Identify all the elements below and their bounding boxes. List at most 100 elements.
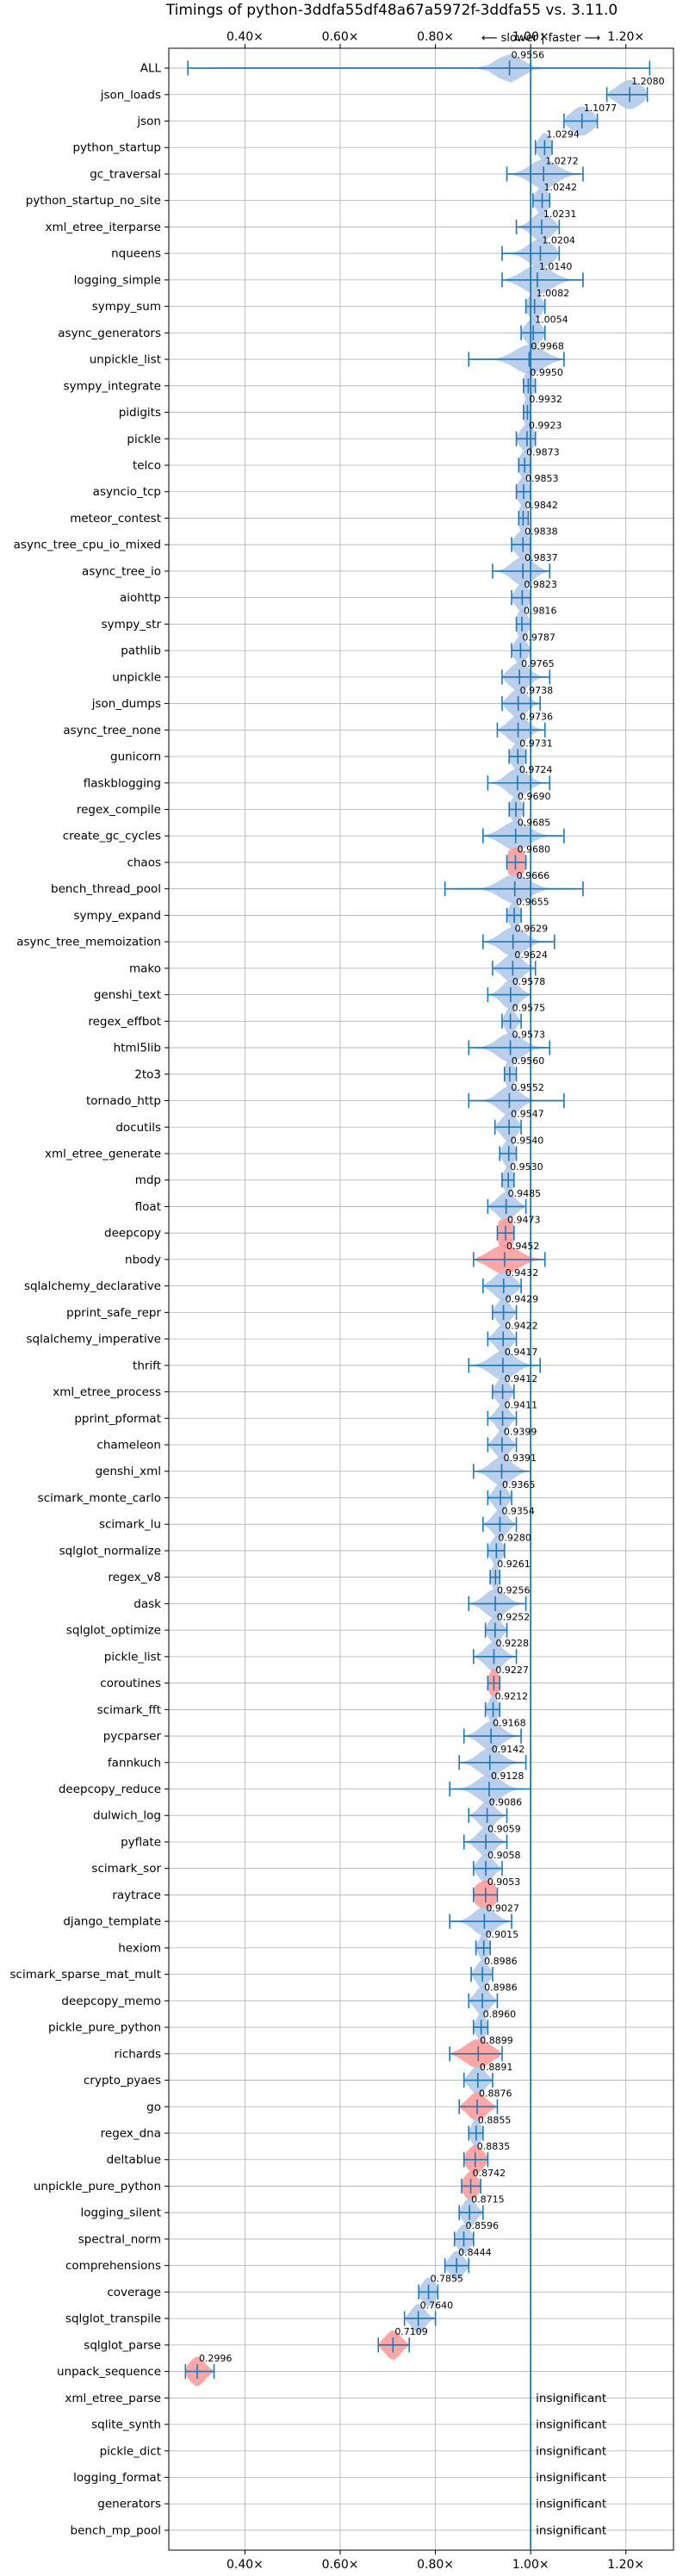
value-label: 0.9853: [525, 473, 559, 484]
value-label: 0.9552: [511, 1082, 544, 1093]
violin-chameleon: [487, 1430, 518, 1459]
value-label: 0.9736: [520, 712, 554, 723]
value-label: 0.7109: [394, 2326, 428, 2337]
value-label: 0.9354: [501, 1506, 535, 1517]
category-label: python_startup_no_site: [26, 194, 161, 208]
value-label: 0.9573: [512, 1029, 546, 1040]
category-label: pickle_pure_python: [48, 2021, 161, 2035]
violin-regex-dna: [468, 2119, 484, 2148]
category-label: sqlalchemy_imperative: [27, 1333, 162, 1347]
value-label: 1.0140: [539, 261, 573, 272]
value-label: 1.0294: [546, 129, 580, 140]
value-label: 0.8891: [480, 2062, 513, 2073]
value-label: 0.9391: [503, 1453, 537, 1464]
violin-logging-silent: [458, 2198, 484, 2228]
violin-sympy-expand: [506, 900, 522, 930]
category-label: ALL: [140, 62, 162, 76]
violin-json-dumps: [501, 688, 542, 719]
violin-sqlalchemy-declarative: [482, 1271, 522, 1301]
violin-regex-compile: [508, 794, 525, 824]
violin-spectral-norm: [453, 2224, 475, 2254]
category-label: pycparser: [103, 1730, 162, 1744]
value-label: 0.9950: [530, 367, 563, 378]
category-label: nqueens: [111, 247, 161, 261]
violin-deepcopy: [496, 1218, 515, 1248]
violin-sqlglot-optimize: [484, 1615, 508, 1646]
value-label: 0.9842: [525, 500, 558, 511]
violin-pickle-list: [473, 1641, 518, 1671]
value-label: 0.9252: [497, 1611, 531, 1622]
violin-scimark-sparse-mat-mult: [470, 1959, 493, 1989]
value-label: 0.8835: [477, 2141, 511, 2152]
value-label: 0.9059: [487, 1823, 521, 1834]
x-tick-label-bottom: 0.40×: [227, 2558, 264, 2572]
violin-mdp: [501, 1165, 515, 1195]
violin-xml-etree-iterparse: [515, 212, 561, 242]
value-label: 0.8715: [471, 2194, 505, 2206]
value-label: 0.9256: [497, 1585, 531, 1596]
value-label: 1.0231: [543, 208, 577, 220]
value-label: 0.9731: [519, 737, 553, 749]
category-label: xml_etree_iterparse: [46, 221, 162, 234]
value-label: 0.9787: [522, 632, 556, 643]
value-label: 1.0242: [544, 182, 578, 193]
violin-sqlglot-parse: [377, 2330, 410, 2360]
value-label: 1.0054: [535, 314, 568, 326]
violin-logging-simple: [501, 265, 584, 295]
violin-django-template: [449, 1907, 512, 1937]
x-tick-label-bottom: 0.60×: [322, 2558, 359, 2572]
violin-docutils: [493, 1112, 522, 1142]
x-tick-label-top: 0.80×: [417, 30, 454, 44]
violin-pickle-pure-python: [473, 2013, 489, 2042]
category-label: spectral_norm: [78, 2232, 161, 2246]
category-label: aiohttp: [120, 591, 161, 605]
x-tick-label-bottom: 0.80×: [417, 2558, 454, 2572]
category-label: pprint_safe_repr: [66, 1306, 161, 1320]
value-label: 0.8855: [478, 2114, 512, 2125]
violin-pprint-pformat: [487, 1403, 518, 1434]
category-label: pidigits: [119, 406, 161, 420]
violin-gc-traversal: [506, 159, 584, 189]
category-label: crypto_pyaes: [84, 2074, 161, 2088]
x-tick-label-top: 1.20×: [607, 30, 644, 44]
violin-gunicorn: [508, 742, 527, 771]
violin-unpack-sequence: [184, 2356, 215, 2386]
violin-coroutines: [487, 1668, 501, 1698]
category-label: go: [146, 2100, 161, 2114]
violin-nbody: [473, 1245, 546, 1274]
category-label: sympy_sum: [92, 300, 161, 314]
category-label: unpickle: [112, 670, 161, 684]
value-label: 0.9412: [505, 1373, 538, 1384]
violin-scimark-lu: [482, 1509, 518, 1540]
category-label: fannkuch: [108, 1756, 161, 1770]
value-label: 0.9873: [526, 446, 560, 457]
violin-thrift: [468, 1350, 542, 1380]
violin-create-gc-cycles: [482, 821, 565, 851]
value-label: 0.9432: [506, 1267, 539, 1279]
value-label: 1.0272: [545, 155, 579, 166]
x-tick-label-top: 1.00×: [512, 30, 549, 44]
category-label: scimark_fft: [97, 1703, 161, 1717]
category-label: pyflate: [121, 1835, 161, 1849]
violin-chaos: [506, 848, 527, 877]
grid-layer: [169, 48, 673, 2550]
category-label: deepcopy_memo: [61, 1994, 161, 2008]
category-label: django_template: [63, 1915, 161, 1929]
category-label: sympy_expand: [73, 909, 161, 923]
category-label: sqlglot_optimize: [66, 1624, 161, 1638]
category-label: hexiom: [118, 1941, 161, 1955]
category-label: deepcopy: [104, 1227, 161, 1241]
violin-meteor-contest: [518, 503, 530, 533]
category-label: pickle: [127, 432, 161, 446]
category-label: chameleon: [96, 1439, 161, 1453]
category-label: flaskblogging: [84, 776, 161, 790]
category-label: python_startup: [72, 141, 161, 155]
value-label: 0.9968: [531, 340, 564, 352]
violin-deepcopy-memo: [468, 1986, 499, 2016]
violin-json-loads: [605, 79, 649, 109]
value-label: 0.2996: [199, 2353, 232, 2364]
category-label: scimark_monte_carlo: [38, 1491, 161, 1505]
category-label: regex_dna: [101, 2127, 161, 2141]
value-label: 0.9837: [525, 552, 558, 563]
value-label: 0.9680: [517, 843, 550, 855]
